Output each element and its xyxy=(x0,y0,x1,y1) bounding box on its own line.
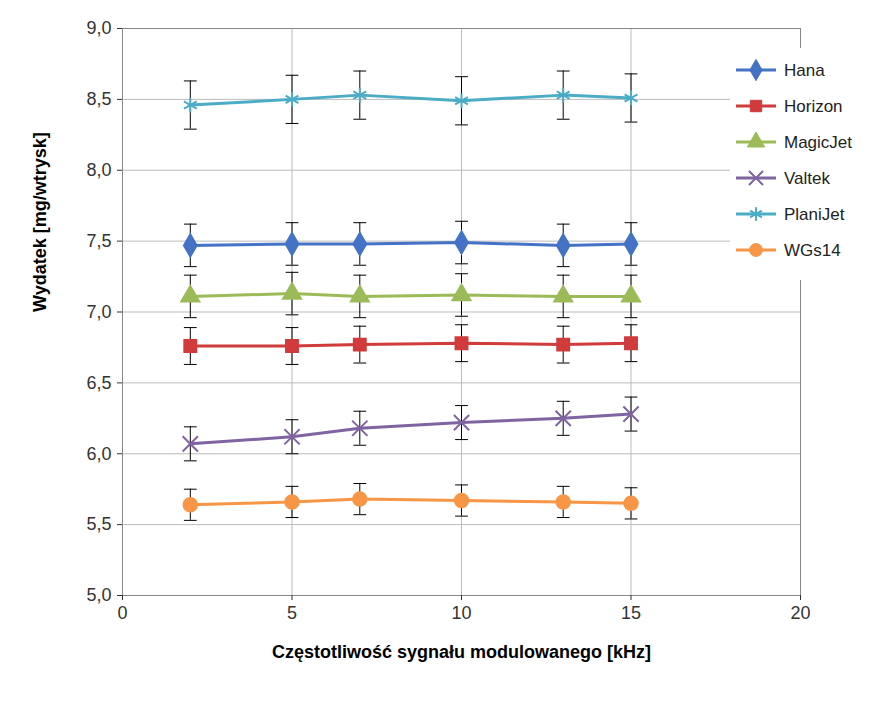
svg-text:15: 15 xyxy=(621,603,641,623)
svg-text:7,0: 7,0 xyxy=(86,302,111,322)
svg-text:10: 10 xyxy=(451,603,471,623)
svg-text:Częstotliwość sygnału modulowa: Częstotliwość sygnału modulowanego [kHz] xyxy=(272,642,651,662)
svg-text:Valtek: Valtek xyxy=(784,169,830,188)
svg-text:5,0: 5,0 xyxy=(86,585,111,605)
svg-text:Wydatek [mg/wtrysk]: Wydatek [mg/wtrysk] xyxy=(30,132,50,312)
svg-text:5: 5 xyxy=(287,603,297,623)
svg-text:6,5: 6,5 xyxy=(86,373,111,393)
svg-text:MagicJet: MagicJet xyxy=(784,133,852,152)
svg-text:Horizon: Horizon xyxy=(784,97,843,116)
svg-text:8,0: 8,0 xyxy=(86,160,111,180)
svg-text:20: 20 xyxy=(790,603,810,623)
svg-text:PlaniJet: PlaniJet xyxy=(784,205,845,224)
svg-text:0: 0 xyxy=(117,603,127,623)
svg-text:WGs14: WGs14 xyxy=(784,241,841,260)
svg-text:5,5: 5,5 xyxy=(86,514,111,534)
svg-text:8,5: 8,5 xyxy=(86,89,111,109)
svg-text:9,0: 9,0 xyxy=(86,18,111,38)
svg-text:7,5: 7,5 xyxy=(86,231,111,251)
svg-text:6,0: 6,0 xyxy=(86,444,111,464)
svg-text:Hana: Hana xyxy=(784,61,825,80)
